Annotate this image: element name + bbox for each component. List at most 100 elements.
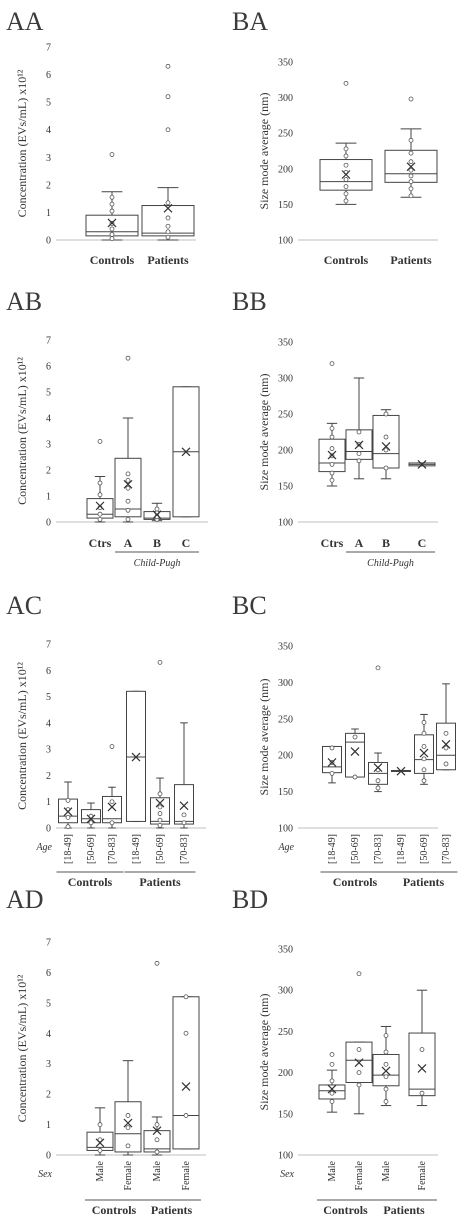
data-point-female-controls bbox=[356, 971, 362, 977]
x-category-label: B bbox=[382, 536, 390, 550]
data-point-18-49-controls bbox=[329, 771, 335, 776]
data-point-male-patients bbox=[383, 1074, 389, 1080]
data-point-50-69-patients bbox=[421, 778, 427, 784]
y-tick-label: 6 bbox=[46, 968, 51, 979]
mean-marker-18-49-controls bbox=[63, 807, 73, 817]
y-tick-label: 1 bbox=[46, 797, 51, 808]
y-tick-label: 2 bbox=[46, 771, 51, 782]
box-male-patients bbox=[372, 1053, 400, 1087]
data-point-male-controls bbox=[97, 1137, 103, 1143]
data-point-a bbox=[125, 517, 131, 522]
data-point-b bbox=[383, 465, 389, 471]
data-point-50-69-patients bbox=[157, 804, 163, 810]
x-category-label: [50-69] bbox=[419, 834, 430, 864]
data-point-50-69-patients bbox=[157, 791, 163, 797]
x-category-label: [70-83] bbox=[107, 834, 118, 864]
data-point-controls bbox=[343, 162, 349, 168]
y-tick-label: 100 bbox=[278, 824, 293, 835]
mean-marker-controls bbox=[341, 170, 351, 179]
x-category-label: [18-49] bbox=[327, 834, 338, 864]
row-label: Age bbox=[35, 842, 52, 853]
data-point-male-controls bbox=[329, 1078, 335, 1084]
box-50-69-controls bbox=[345, 732, 365, 778]
mean-marker-female-patients bbox=[181, 1082, 191, 1091]
data-point-controls bbox=[343, 191, 349, 197]
group-label-controls: Controls bbox=[68, 875, 113, 889]
y-tick-label: 200 bbox=[278, 751, 293, 762]
panel-label-bd: BD bbox=[232, 885, 268, 914]
data-point-female-patients bbox=[419, 1047, 425, 1052]
y-tick-label: 7 bbox=[46, 938, 51, 949]
group-label-patients: Patients bbox=[403, 875, 445, 889]
data-point-patients bbox=[408, 137, 414, 143]
data-point-patients bbox=[165, 223, 171, 229]
data-point-male-patients bbox=[154, 960, 160, 966]
data-point-50-69-controls bbox=[352, 734, 358, 740]
mean-marker-controls bbox=[107, 218, 117, 228]
data-point-50-69-patients bbox=[421, 767, 427, 773]
data-point-70-83-controls bbox=[109, 820, 115, 826]
panel-label-ac: AC bbox=[6, 591, 42, 620]
data-point-controls bbox=[343, 153, 349, 159]
mean-marker-18-49-patients bbox=[131, 752, 141, 762]
y-tick-label: 250 bbox=[278, 410, 293, 421]
y-tick-label: 2 bbox=[46, 1090, 51, 1101]
x-category-label: C bbox=[182, 536, 191, 550]
data-point-ctrs bbox=[97, 511, 103, 517]
y-tick-label: 7 bbox=[46, 336, 51, 347]
y-tick-label: 250 bbox=[278, 1027, 293, 1038]
data-point-70-83-patients bbox=[443, 730, 449, 736]
data-point-70-83-patients bbox=[443, 745, 449, 751]
y-tick-label: 6 bbox=[46, 666, 51, 677]
data-point-70-83-patients bbox=[181, 812, 187, 818]
mean-marker-70-83-controls bbox=[107, 802, 117, 812]
x-category-label: Patients bbox=[147, 253, 189, 267]
data-point-ctrs bbox=[97, 480, 103, 486]
data-point-male-controls bbox=[329, 1099, 335, 1104]
data-point-a bbox=[125, 498, 131, 504]
data-point-a bbox=[356, 458, 362, 464]
y-tick-label: 150 bbox=[278, 200, 293, 211]
data-point-a bbox=[125, 485, 131, 491]
data-point-18-49-controls bbox=[65, 798, 71, 803]
y-tick-label: 6 bbox=[46, 362, 51, 373]
data-point-patients bbox=[165, 94, 171, 100]
data-point-18-49-controls bbox=[329, 745, 335, 751]
data-point-ctrs bbox=[97, 517, 103, 522]
data-point-ctrs bbox=[329, 425, 335, 431]
data-point-patients bbox=[165, 63, 171, 69]
data-point-70-83-patients bbox=[181, 820, 187, 826]
data-point-a bbox=[125, 355, 131, 361]
y-tick-label: 1 bbox=[46, 1120, 51, 1131]
data-point-female-patients bbox=[183, 1113, 189, 1118]
data-point-male-patients bbox=[383, 1049, 389, 1055]
data-point-b bbox=[383, 447, 389, 453]
y-tick-label: 4 bbox=[46, 1029, 51, 1040]
y-tick-label: 1 bbox=[46, 492, 51, 503]
data-point-ctrs bbox=[329, 477, 335, 483]
group-label-patients: Patients bbox=[139, 875, 181, 889]
mean-marker-70-83-controls bbox=[373, 763, 383, 773]
data-point-18-49-controls bbox=[65, 815, 71, 820]
data-point-ctrs bbox=[329, 470, 335, 476]
data-point-50-69-controls bbox=[88, 820, 94, 826]
mean-marker-50-69-patients bbox=[419, 748, 429, 758]
data-point-controls bbox=[343, 198, 349, 204]
data-point-controls bbox=[109, 201, 115, 207]
row-label: Sex bbox=[280, 1169, 294, 1180]
y-tick-label: 350 bbox=[278, 945, 293, 956]
panel-label-aa: AA bbox=[6, 7, 44, 36]
y-tick-label: 4 bbox=[46, 125, 51, 136]
data-point-50-69-patients bbox=[157, 811, 163, 816]
mean-marker-female-controls bbox=[354, 1058, 364, 1068]
mean-marker-50-69-controls bbox=[86, 814, 96, 824]
y-tick-label: 350 bbox=[278, 338, 293, 349]
panel-label-bc: BC bbox=[232, 591, 267, 620]
data-point-b bbox=[383, 434, 389, 440]
data-point-male-controls bbox=[97, 1122, 103, 1127]
box-18-49-controls bbox=[322, 745, 342, 774]
mean-marker-male-patients bbox=[152, 1126, 162, 1136]
y-tick-label: 6 bbox=[46, 70, 51, 81]
data-point-50-69-controls bbox=[352, 774, 358, 780]
x-category-label: Patients bbox=[390, 253, 432, 267]
